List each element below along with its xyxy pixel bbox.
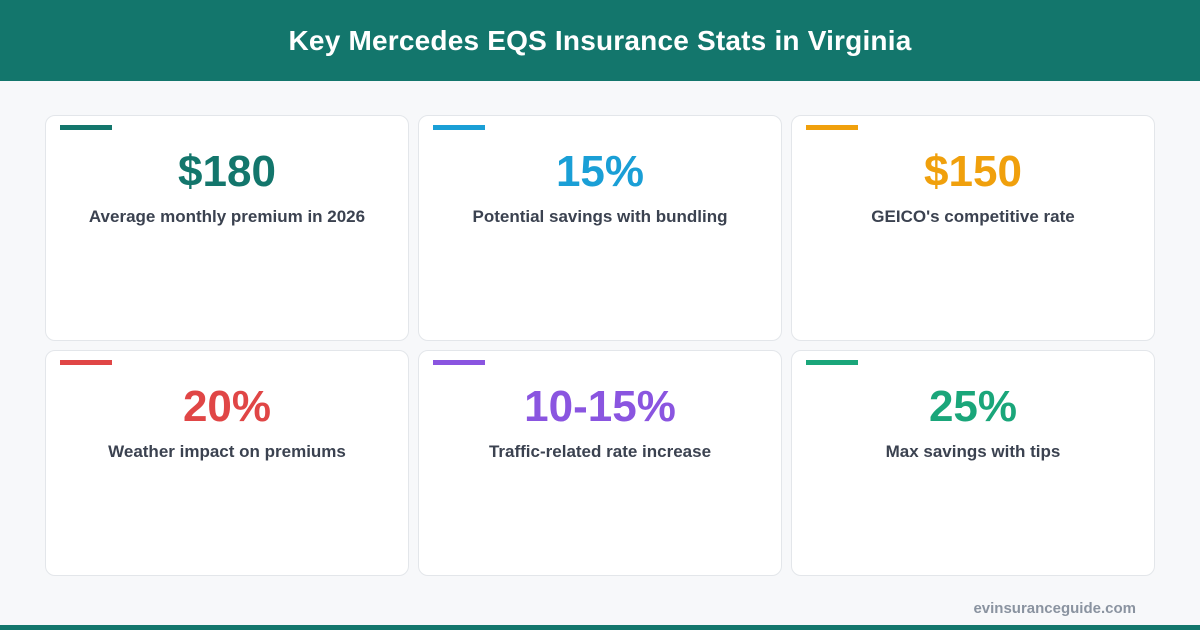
header-banner: Key Mercedes EQS Insurance Stats in Virg…: [0, 0, 1200, 81]
accent-bar: [806, 360, 858, 365]
stat-value: $180: [178, 147, 276, 196]
stat-label: Weather impact on premiums: [108, 442, 346, 461]
accent-bar: [433, 360, 485, 365]
accent-bar: [60, 360, 112, 365]
bottom-bar: [0, 625, 1200, 630]
stat-label: Average monthly premium in 2026: [88, 207, 366, 226]
stat-card: $150 GEICO's competitive rate: [791, 115, 1155, 341]
stat-value: $150: [924, 147, 1022, 196]
stat-card: 20% Weather impact on premiums: [45, 350, 409, 576]
stat-label: Potential savings with bundling: [472, 207, 728, 226]
stat-label: GEICO's competitive rate: [871, 207, 1075, 226]
stat-label: Max savings with tips: [885, 442, 1061, 461]
stat-card: 15% Potential savings with bundling: [418, 115, 782, 341]
accent-bar: [60, 125, 112, 130]
stat-value: 10-15%: [524, 382, 676, 431]
page-title: Key Mercedes EQS Insurance Stats in Virg…: [288, 24, 912, 56]
stat-value: 25%: [928, 382, 1018, 431]
site-url: evinsuranceguide.com: [973, 600, 1136, 617]
stat-value: 20%: [182, 382, 272, 431]
stat-label: Traffic-related rate increase: [488, 442, 712, 461]
stat-value: 15%: [555, 147, 645, 196]
stats-grid: $180 Average monthly premium in 2026 15%…: [45, 115, 1155, 576]
accent-bar: [806, 125, 858, 130]
stat-card: 10-15% Traffic-related rate increase: [418, 350, 782, 576]
stat-card: $180 Average monthly premium in 2026: [45, 115, 409, 341]
accent-bar: [433, 125, 485, 130]
stat-card: 25% Max savings with tips: [791, 350, 1155, 576]
